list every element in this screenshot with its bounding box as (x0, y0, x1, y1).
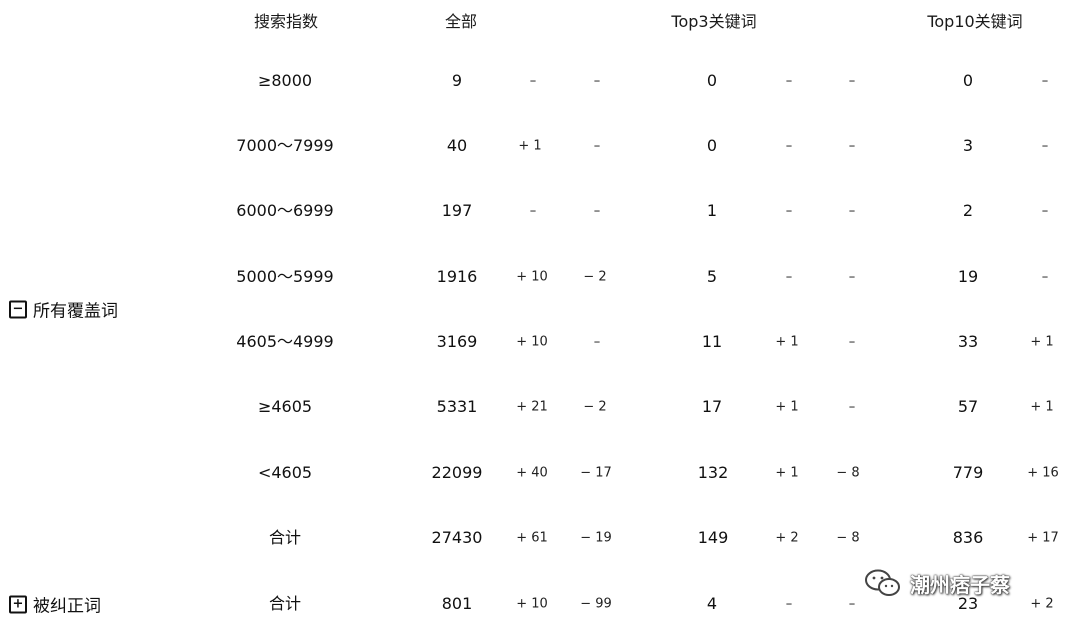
row-top10-up: – (1041, 138, 1049, 154)
row-top3-down: − 8 (836, 465, 860, 481)
row-top10: 57 (957, 397, 979, 416)
row-all-down: − 99 (580, 596, 612, 612)
row-top3-down: − 8 (836, 530, 860, 546)
row-all-up: + 10 (516, 269, 548, 285)
row-top3-up: – (785, 203, 793, 219)
row-top3: 0 (706, 136, 718, 155)
row-top3: 11 (701, 332, 723, 351)
row-all-up: + 1 (518, 138, 542, 154)
row-top10-up: – (1041, 73, 1049, 89)
row-top10-up: – (1041, 203, 1049, 219)
row-top10-up: + 1 (1030, 399, 1054, 415)
row-all: 5331 (436, 397, 478, 416)
row-top10: 2 (962, 201, 974, 220)
row-top3-up: + 1 (775, 399, 799, 415)
row-all-down: – (593, 334, 601, 350)
row-top3-up: + 1 (775, 334, 799, 350)
row-top3: 1 (706, 201, 718, 220)
row-all-up: + 21 (516, 399, 548, 415)
row-all-up: + 10 (516, 596, 548, 612)
row-top3-up: + 2 (775, 530, 799, 546)
row-all-down: − 2 (583, 399, 607, 415)
row-top10: 33 (957, 332, 979, 351)
row-all-down: − 17 (580, 465, 612, 481)
row-all-down: – (593, 138, 601, 154)
row-top3: 132 (697, 463, 729, 482)
row-range: <4605 (257, 463, 313, 482)
row-all: 22099 (431, 463, 483, 482)
row-all-down: − 19 (580, 530, 612, 546)
row-top3-down: – (848, 596, 856, 612)
row-range: 6000～6999 (236, 201, 334, 220)
row-range: 5000～5999 (236, 267, 334, 286)
row-all: 3169 (436, 332, 478, 351)
row-top3-down: – (848, 138, 856, 154)
row-all-up: + 40 (516, 465, 548, 481)
row-all-up: + 10 (516, 334, 548, 350)
row-top3-down: – (848, 269, 856, 285)
row-top3-up: – (785, 138, 793, 154)
row-all-up: – (529, 203, 537, 219)
row-top10-up: – (1041, 269, 1049, 285)
row-all-up: + 61 (516, 530, 548, 546)
row-top10: 19 (957, 267, 979, 286)
watermark: 潮州痞子蔡 (864, 568, 1010, 598)
header-top10: Top10关键词 (927, 12, 1023, 31)
row-all: 1916 (436, 267, 478, 286)
row-top10: 23 (957, 594, 979, 613)
row-all-down: – (593, 73, 601, 89)
row-top10-up: + 1 (1030, 334, 1054, 350)
row-top3-up: – (785, 73, 793, 89)
row-top3: 149 (697, 528, 729, 547)
row-top10-up: + 2 (1030, 596, 1054, 612)
row-all: 197 (441, 201, 473, 220)
row-all-up: – (529, 73, 537, 89)
row-all: 801 (441, 594, 473, 613)
row-range: 合计 (268, 594, 302, 613)
row-range: 4605～4999 (236, 332, 334, 351)
row-top10-up: + 16 (1027, 465, 1059, 481)
row-range: ≥8000 (257, 71, 313, 90)
row-top3-down: – (848, 334, 856, 350)
header-search-index: 搜索指数 (253, 12, 319, 31)
row-top3-down: – (848, 399, 856, 415)
row-range: 合计 (268, 528, 302, 547)
row-top10-up: + 17 (1027, 530, 1059, 546)
row-top10: 836 (952, 528, 984, 547)
row-top3: 4 (706, 594, 718, 613)
row-top10: 779 (952, 463, 984, 482)
group-label-corrected: 被纠正词 (33, 596, 101, 617)
watermark-text: 潮州痞子蔡 (910, 572, 1010, 597)
header-all: 全部 (444, 12, 478, 31)
wechat-icon (865, 569, 900, 596)
group-label-covered: 所有覆盖词 (33, 301, 118, 322)
header-top3: Top3关键词 (671, 12, 757, 31)
row-top3-up: – (785, 269, 793, 285)
row-range: 7000～7999 (236, 136, 334, 155)
row-top10: 3 (962, 136, 974, 155)
row-top3: 5 (706, 267, 718, 286)
row-top3-down: – (848, 203, 856, 219)
row-top3-up: – (785, 596, 793, 612)
row-all-down: – (593, 203, 601, 219)
group-toggle-covered[interactable]: − 所有覆盖词 (9, 297, 118, 322)
row-range: ≥4605 (257, 397, 313, 416)
row-top3-down: – (848, 73, 856, 89)
group-toggle-corrected[interactable]: + 被纠正词 (9, 592, 101, 617)
row-all: 9 (451, 71, 463, 90)
row-top10: 0 (962, 71, 974, 90)
row-all: 40 (446, 136, 468, 155)
row-top3: 17 (701, 397, 723, 416)
row-top3: 0 (706, 71, 718, 90)
collapse-icon[interactable]: − (9, 300, 27, 318)
row-all: 27430 (431, 528, 483, 547)
row-all-down: − 2 (583, 269, 607, 285)
row-top3-up: + 1 (775, 465, 799, 481)
expand-icon[interactable]: + (9, 595, 27, 613)
